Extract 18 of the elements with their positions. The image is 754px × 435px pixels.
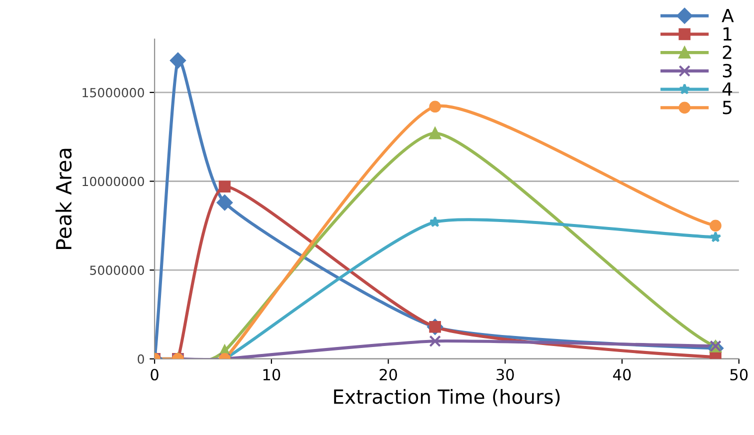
y-axis-title: Peak Area [56, 148, 72, 249]
legend-label: 4 [722, 82, 732, 96]
y-tick-label: 0 [138, 354, 144, 364]
legend-label: 5 [722, 100, 732, 114]
x-tick-label: 50 [730, 368, 748, 380]
x-axis-title: Extraction Time (hours) [334, 388, 560, 406]
x-tick-label: 40 [613, 368, 631, 380]
legend-label: 2 [722, 45, 732, 59]
legend-label: 3 [722, 64, 732, 78]
x-tick-label: 10 [263, 368, 280, 380]
x-tick-label: 0 [150, 368, 158, 380]
x-tick-label: 30 [496, 368, 514, 380]
y-tick-label: 15000000 [82, 88, 144, 98]
x-tick-label: 20 [380, 368, 398, 380]
legend-label: 1 [724, 27, 732, 41]
y-tick-label: 10000000 [82, 176, 144, 186]
legend-label: A [722, 8, 734, 22]
y-tick-label: 5000000 [90, 266, 144, 275]
